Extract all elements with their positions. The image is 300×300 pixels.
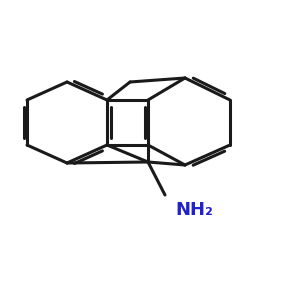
Text: NH₂: NH₂	[175, 201, 213, 219]
